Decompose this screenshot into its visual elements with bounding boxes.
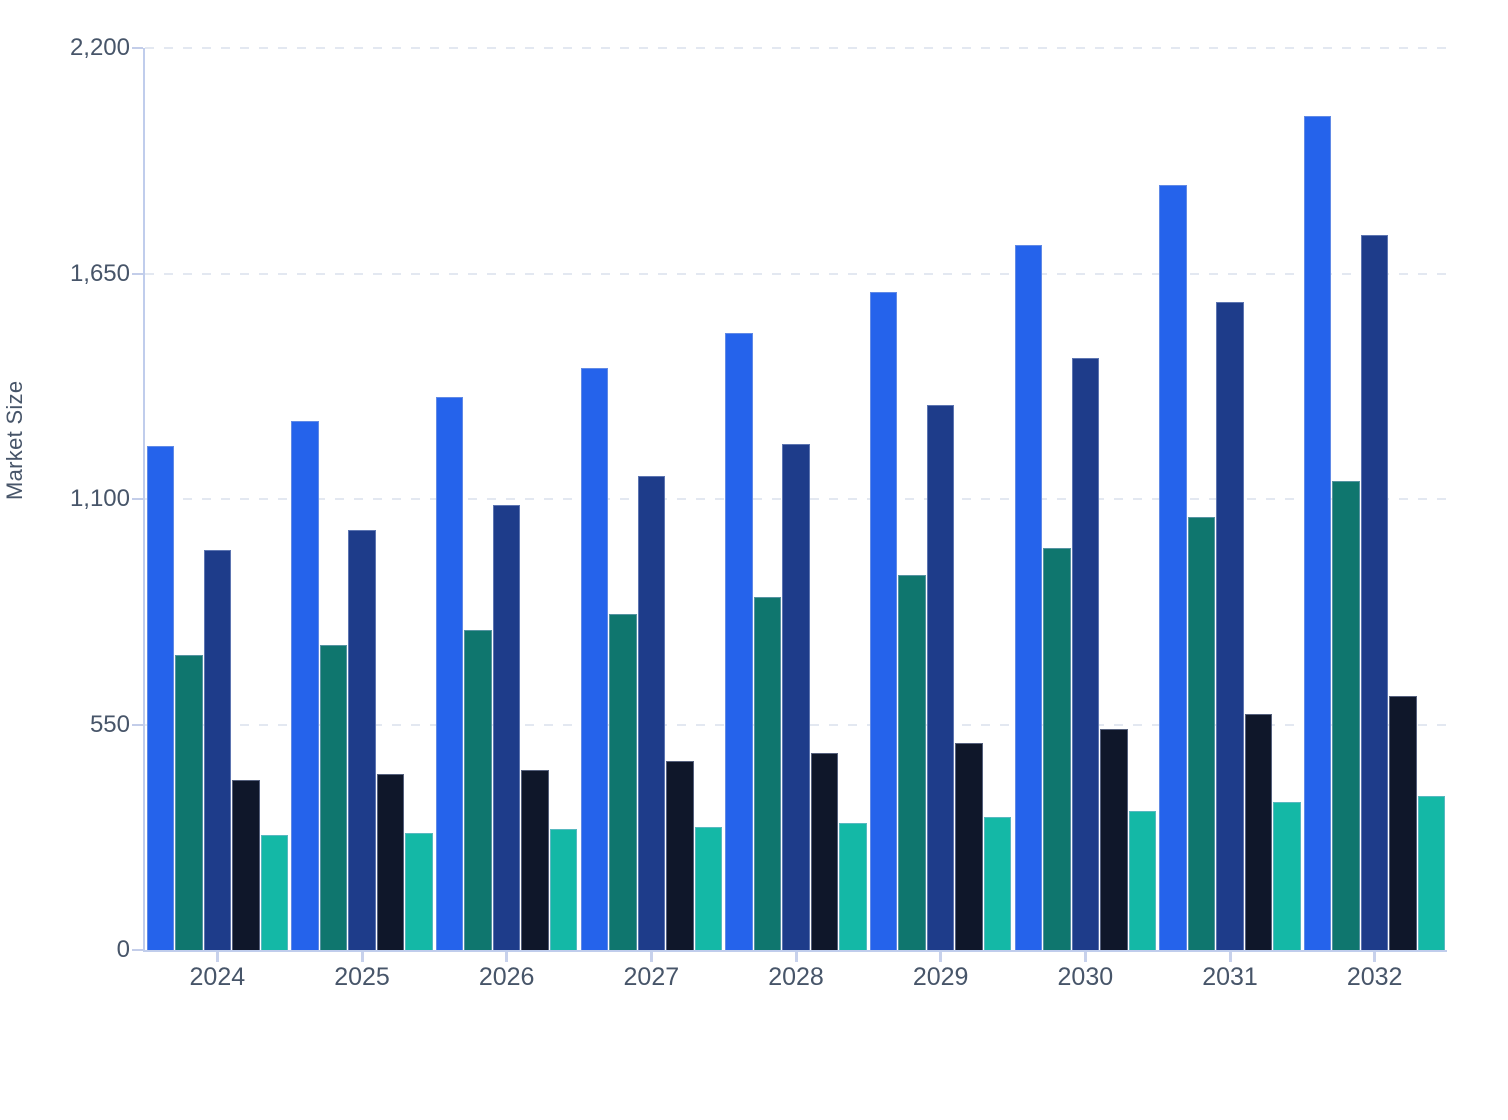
bar-series-3-2026	[492, 505, 521, 950]
x-tick-mark-2025	[360, 952, 364, 962]
x-tick-label-2026: 2026	[478, 963, 535, 991]
bar-series-1-2029	[869, 291, 898, 950]
bar-series-3-2024	[203, 550, 232, 950]
bar-series-3-2027	[637, 476, 666, 950]
bar-series-5-2027	[694, 827, 723, 950]
bar-series-1-2025	[291, 421, 319, 950]
y-tick-label-2200: 2,200	[69, 34, 130, 61]
bar-series-4-2031	[1244, 714, 1273, 950]
y-tick-label-550: 550	[89, 710, 130, 738]
bar-series-2-2031	[1187, 517, 1216, 950]
y-tick-label-1100: 1,100	[69, 485, 130, 512]
bar-series-2-2030	[1043, 548, 1071, 950]
x-tick-mark-2024	[215, 952, 219, 962]
bar-series-1-2030	[1014, 244, 1043, 950]
bar-series-4-2027	[666, 761, 694, 950]
bar-series-3-2032	[1360, 234, 1389, 950]
bar-series-4-2024	[232, 779, 260, 950]
x-tick-mark-2026	[505, 952, 509, 962]
bar-series-2-2029	[898, 574, 926, 950]
x-tick-mark-2032	[1373, 952, 1377, 962]
bars-layer	[145, 48, 1447, 950]
x-tick-label-2029: 2029	[912, 963, 969, 991]
x-tick-mark-2028	[794, 952, 798, 962]
bar-series-4-2030	[1100, 728, 1128, 950]
bar-series-1-2031	[1159, 185, 1187, 950]
bar-series-2-2024	[175, 654, 203, 950]
gridline-1650	[145, 272, 1447, 275]
bar-series-4-2026	[521, 769, 549, 950]
bar-series-5-2031	[1273, 802, 1301, 950]
bar-series-5-2032	[1417, 796, 1446, 950]
x-tick-mark-2030	[1083, 952, 1087, 962]
x-tick-mark-2031	[1228, 952, 1232, 962]
bar-series-2-2027	[609, 613, 637, 950]
x-tick-label-2032: 2032	[1346, 963, 1403, 991]
bar-series-4-2032	[1389, 695, 1417, 950]
x-tick-label-2031: 2031	[1202, 963, 1258, 991]
bar-series-2-2025	[319, 644, 348, 950]
bar-series-5-2025	[405, 833, 433, 950]
y-axis-title: Market Size	[2, 380, 27, 500]
x-tick-label-2025: 2025	[334, 963, 390, 991]
y-tick-label-0: 0	[116, 936, 130, 963]
bar-series-4-2025	[376, 773, 405, 950]
bar-series-1-2027	[580, 367, 609, 950]
x-tick-mark-2029	[939, 952, 943, 962]
y-tick-mark-1650	[132, 272, 143, 275]
bar-series-5-2026	[549, 829, 578, 950]
y-tick-mark-550	[132, 723, 143, 726]
bar-series-1-2024	[146, 445, 175, 950]
y-tick-label-1650: 1,650	[69, 259, 130, 287]
bar-series-5-2029	[983, 816, 1012, 950]
bar-series-1-2026	[435, 396, 464, 950]
x-tick-label-2027: 2027	[623, 963, 680, 991]
bar-series-1-2032	[1303, 115, 1332, 950]
gridline-2200	[145, 47, 1447, 49]
bar-series-2-2028	[753, 597, 782, 950]
bar-series-5-2030	[1128, 810, 1157, 950]
x-tick-label-2030: 2030	[1057, 963, 1114, 991]
bar-series-3-2029	[926, 404, 955, 950]
bar-series-2-2026	[464, 630, 492, 950]
bar-series-3-2025	[348, 529, 376, 950]
y-tick-mark-1100	[132, 498, 143, 500]
bar-series-2-2032	[1332, 480, 1360, 950]
y-tick-mark-0	[132, 949, 143, 951]
bar-series-5-2024	[260, 835, 289, 950]
bar-series-1-2028	[725, 332, 753, 950]
bar-series-3-2031	[1216, 302, 1244, 950]
bar-series-4-2029	[955, 742, 983, 950]
bar-series-3-2030	[1071, 357, 1100, 950]
x-tick-mark-2027	[649, 952, 653, 962]
bar-series-5-2028	[839, 822, 867, 950]
y-tick-mark-2200	[132, 47, 143, 49]
bar-series-3-2028	[782, 443, 810, 950]
plot-area	[143, 47, 1447, 952]
x-tick-label-2028: 2028	[768, 963, 824, 991]
x-tick-label-2024: 2024	[189, 963, 246, 991]
bar-series-4-2028	[810, 753, 839, 950]
